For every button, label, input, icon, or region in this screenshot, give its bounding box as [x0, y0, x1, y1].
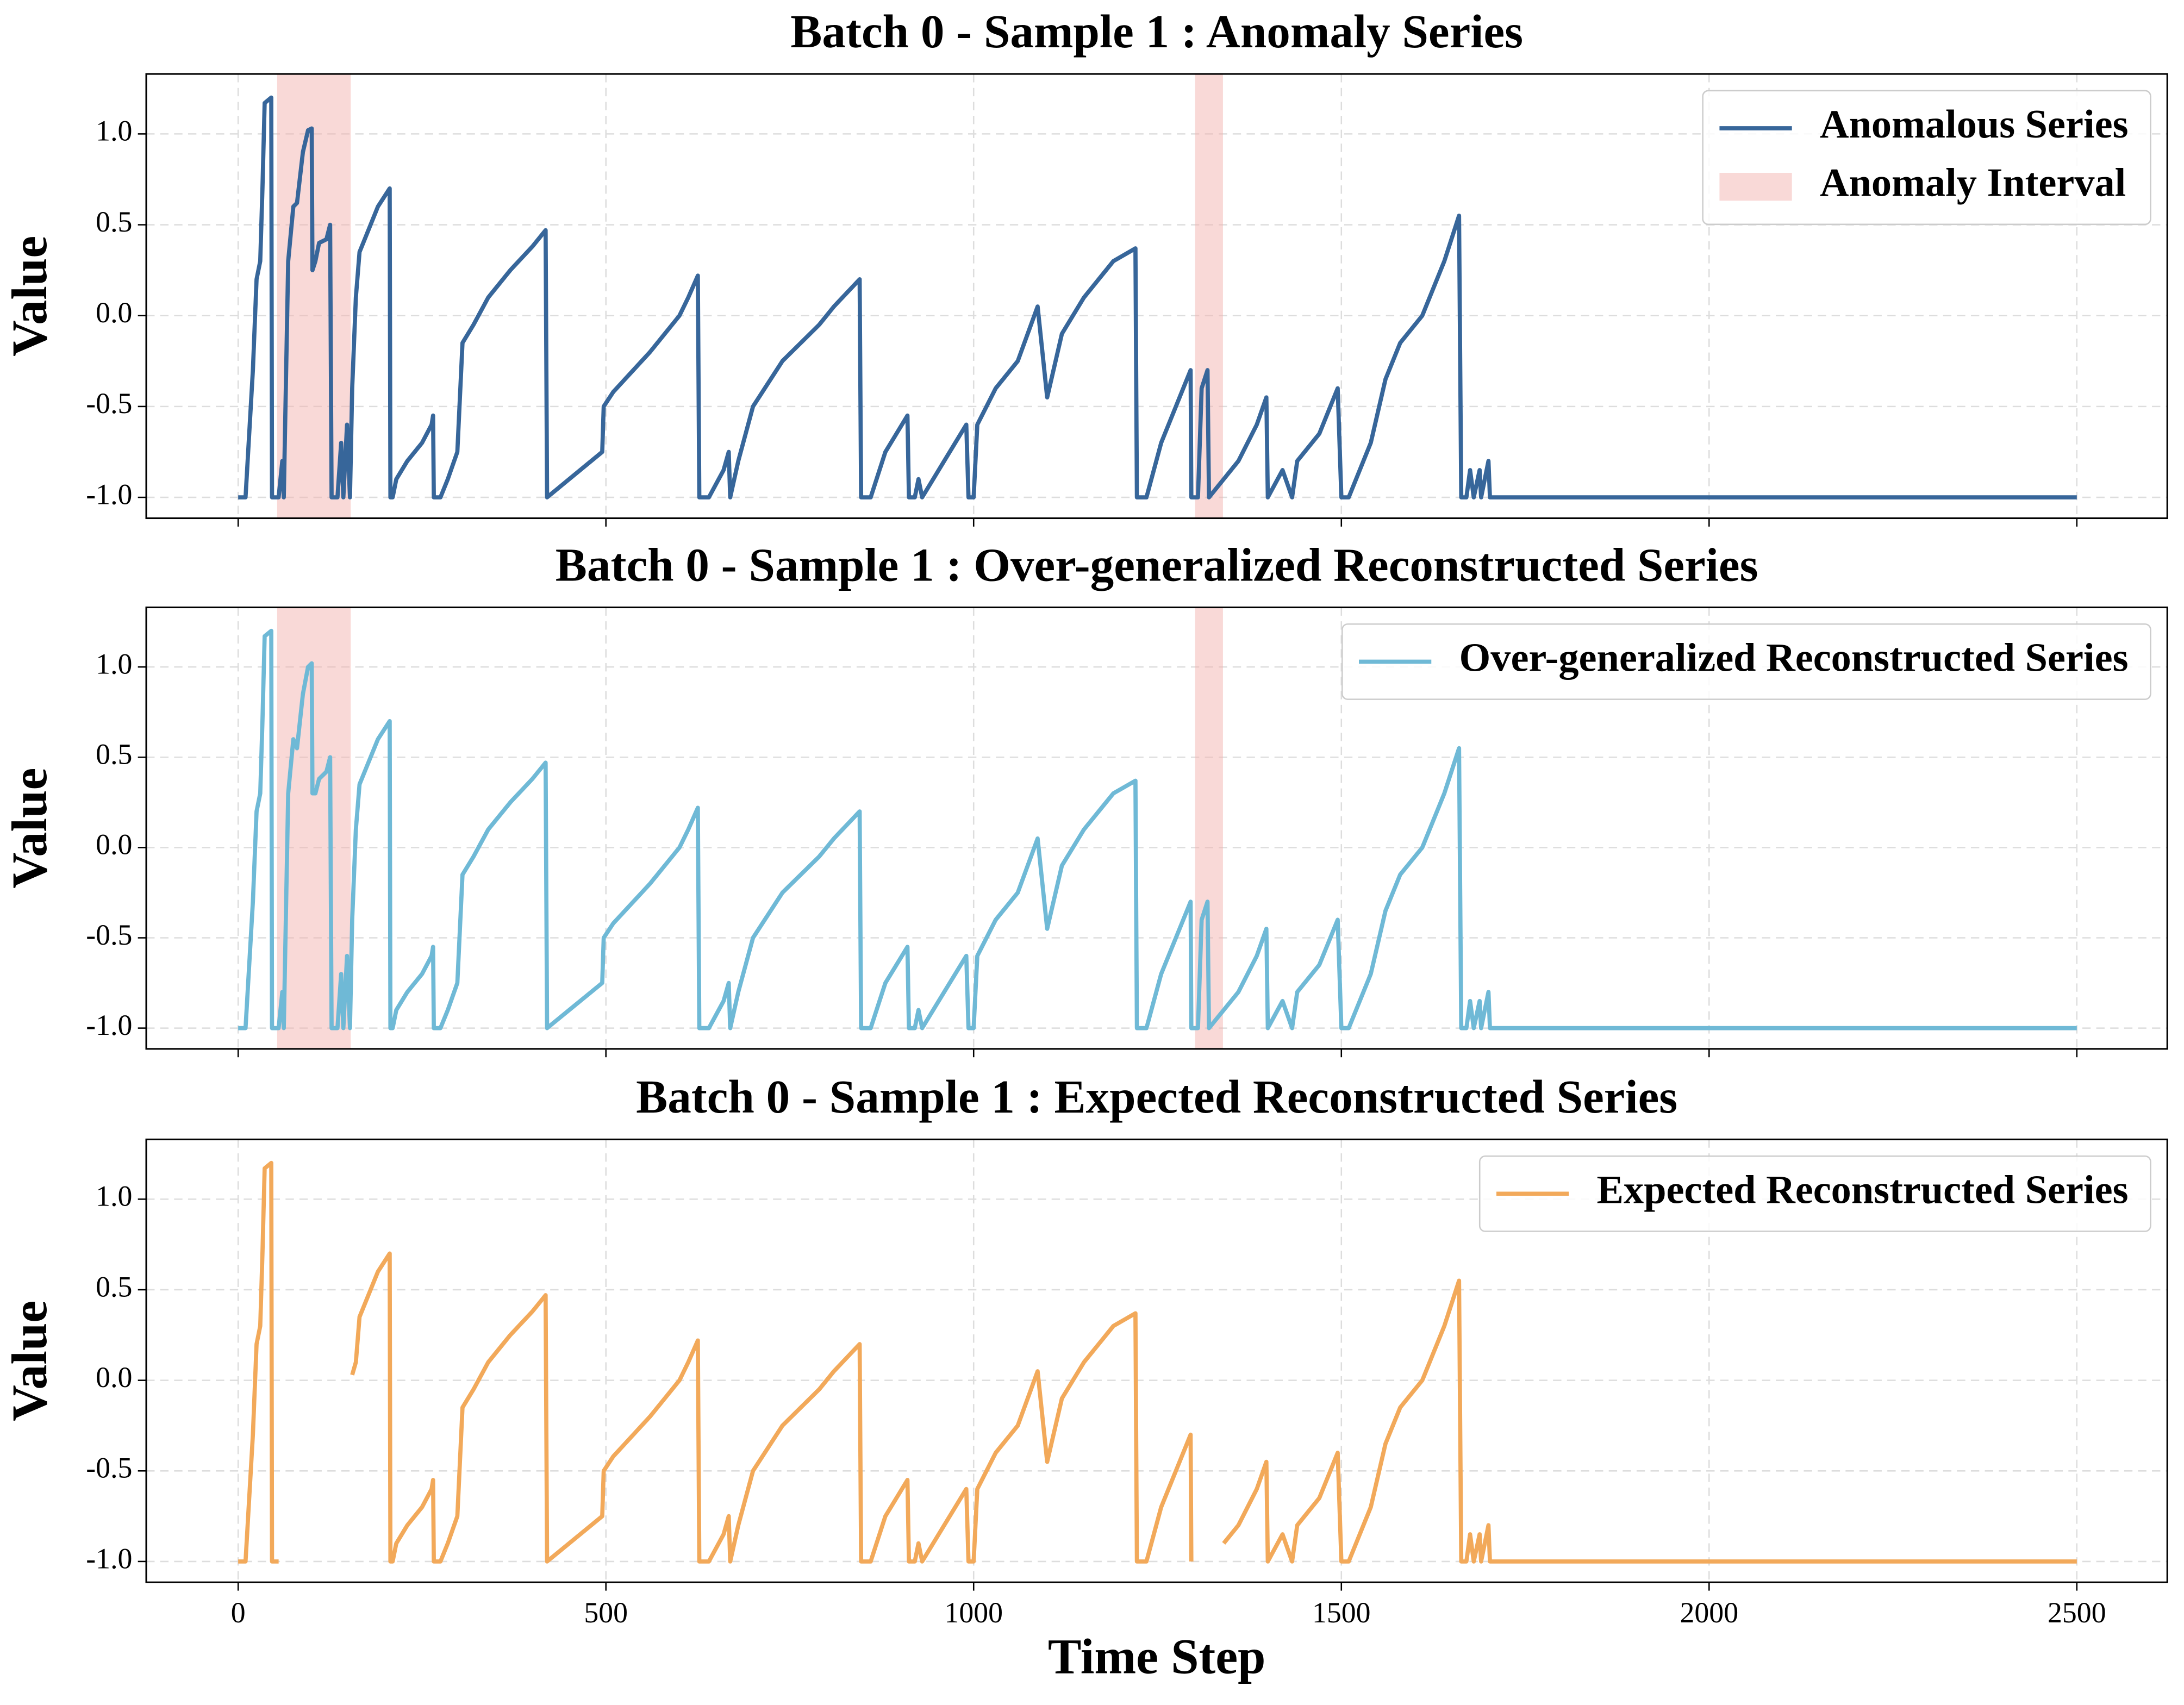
legend-label: Expected Reconstructed Series — [1596, 1167, 2128, 1212]
legend-label: Over-generalized Reconstructed Series — [1459, 635, 2129, 680]
axes-frame — [145, 1138, 2168, 1583]
y-axis-label: Value — [2, 768, 57, 889]
axes-frame — [145, 606, 2168, 1050]
y-tick-label: -1.0 — [86, 478, 132, 510]
x-tick-label: 2000 — [1680, 1596, 1739, 1629]
y-tick-label: 0.5 — [96, 738, 132, 771]
y-tick-label: -0.5 — [86, 919, 132, 951]
x-tick-label: 1000 — [944, 1596, 1003, 1629]
legend-label: Anomaly Interval — [1820, 161, 2126, 205]
chart-title: Batch 0 - Sample 1 : Over-generalized Re… — [556, 538, 1758, 591]
y-tick-label: -1.0 — [86, 1542, 132, 1575]
chart-title: Batch 0 - Sample 1 : Expected Reconstruc… — [636, 1070, 1677, 1123]
y-axis-label: Value — [2, 1301, 57, 1421]
y-axis-label: Value — [2, 236, 57, 357]
legend: Anomalous Series Anomaly Interval — [1702, 90, 2151, 226]
legend-box — [1341, 623, 2151, 700]
y-tick-label: -1.0 — [86, 1009, 132, 1041]
x-tick-label: 500 — [584, 1596, 628, 1629]
y-tick-label: 0.5 — [96, 205, 132, 238]
y-tick-label: 0.0 — [96, 1361, 132, 1394]
series-line — [238, 95, 2077, 499]
y-tick-label: 1.0 — [96, 115, 132, 147]
y-tick-label: 0.0 — [96, 828, 132, 861]
axes-frame — [145, 73, 2168, 520]
legend-swatch — [1719, 173, 1792, 201]
legend-box — [1478, 1155, 2151, 1232]
x-tick-label: 0 — [231, 1596, 246, 1629]
x-tick-label: 1500 — [1312, 1596, 1371, 1629]
y-tick-label: -0.5 — [86, 387, 132, 420]
legend: Over-generalized Reconstructed Series — [1341, 623, 2151, 700]
legend: Expected Reconstructed Series — [1478, 1155, 2151, 1232]
legend-label: Anomalous Series — [1820, 102, 2129, 147]
y-tick-label: -0.5 — [86, 1452, 132, 1484]
legend-box — [1702, 90, 2151, 226]
y-tick-label: 1.0 — [96, 647, 132, 680]
y-tick-label: 1.0 — [96, 1180, 132, 1213]
y-tick-label: 0.5 — [96, 1270, 132, 1303]
chart-title: Batch 0 - Sample 1 : Anomaly Series — [790, 5, 1523, 58]
series-line — [238, 628, 2077, 1031]
x-tick-label: 2500 — [2048, 1596, 2106, 1629]
series-line — [238, 1160, 2077, 1564]
y-tick-label: 0.0 — [96, 296, 132, 329]
x-axis-label: Time Step — [1048, 1628, 1266, 1684]
